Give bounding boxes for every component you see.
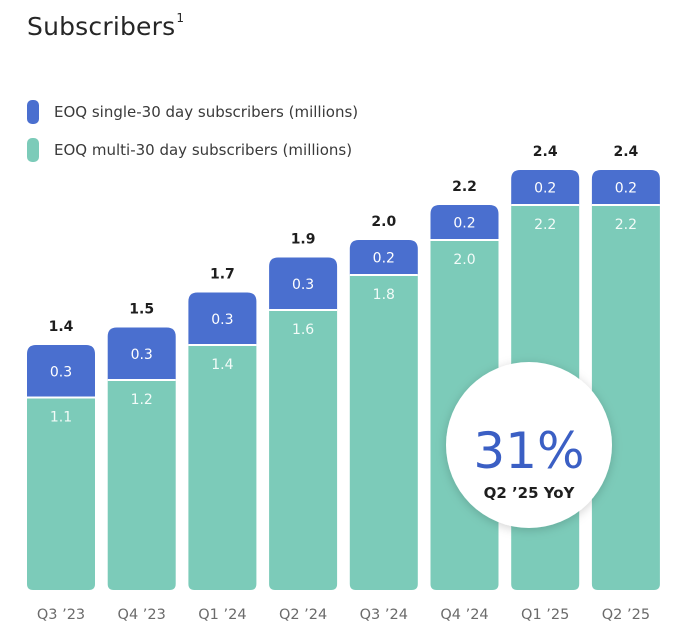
x-tick-label: Q1 ’24 <box>198 607 246 623</box>
bar-label-single: 0.2 <box>453 216 475 232</box>
bar-multi <box>349 275 418 590</box>
bar-label-single: 0.3 <box>211 312 233 328</box>
callout-circle <box>446 362 612 528</box>
bar-label-multi: 1.4 <box>211 357 233 373</box>
callout-caption: Q2 ’25 YoY <box>484 484 576 502</box>
legend-item-single: EOQ single-30 day subscribers (millions) <box>27 93 358 131</box>
bar-label-single: 0.2 <box>373 251 395 267</box>
legend: EOQ single-30 day subscribers (millions)… <box>27 93 358 169</box>
bar-label-multi: 2.2 <box>615 217 637 233</box>
bar-total-label: 2.0 <box>371 214 396 230</box>
bar-total-label: 1.4 <box>49 319 74 335</box>
bar-total-label: 1.7 <box>210 267 235 283</box>
x-tick-label: Q4 ’24 <box>440 607 488 623</box>
bar-label-multi: 1.6 <box>292 322 314 338</box>
bar-label-single: 0.2 <box>615 181 637 197</box>
bars-group: 0.3 1.1 1.4 Q3 ’23 0.3 1.2 1.5 Q4 ’23 0.3 1.4 1.7 Q… <box>27 144 660 623</box>
bar-label-multi: 1.1 <box>50 410 72 426</box>
bar-label-multi: 1.2 <box>131 392 153 408</box>
bar-total-label: 2.4 <box>613 144 638 160</box>
legend-label-multi: EOQ multi-30 day subscribers (millions) <box>54 141 353 159</box>
bar-label-single: 0.2 <box>534 181 556 197</box>
bar-label-multi: 2.2 <box>534 217 556 233</box>
bar-total-label: 1.5 <box>129 302 154 318</box>
bar-multi <box>591 205 660 590</box>
bar-single <box>511 170 580 205</box>
bar-single <box>430 205 499 240</box>
chart-title-text: Subscribers <box>27 12 176 41</box>
legend-item-multi: EOQ multi-30 day subscribers (millions) <box>27 131 358 169</box>
bar-total-label: 2.4 <box>533 144 558 160</box>
bar-single <box>269 257 338 310</box>
bar-label-single: 0.3 <box>131 347 153 363</box>
bar-single <box>188 292 257 345</box>
x-tick-label: Q2 ’25 <box>602 607 650 623</box>
bar-multi <box>107 380 176 590</box>
bar-multi <box>269 310 338 590</box>
x-tick-label: Q4 ’23 <box>118 607 166 623</box>
callout-value: 31% <box>473 422 584 480</box>
bar-single <box>27 345 95 398</box>
chart-title: Subscribers1 <box>27 10 185 41</box>
bar-single <box>349 240 418 275</box>
bar-multi <box>188 345 257 590</box>
x-tick-label: Q3 ’24 <box>360 607 408 623</box>
bar-label-multi: 2.0 <box>453 252 475 268</box>
bar-label-single: 0.3 <box>292 277 314 293</box>
bar-total-label: 2.2 <box>452 179 477 195</box>
bar-label-single: 0.3 <box>50 364 72 380</box>
legend-label-single: EOQ single-30 day subscribers (millions) <box>54 103 359 121</box>
x-tick-label: Q3 ’23 <box>37 607 85 623</box>
bar-total-label: 1.9 <box>291 232 316 248</box>
bar-multi <box>27 397 95 590</box>
yoy-callout: 31% Q2 ’25 YoY <box>446 362 612 528</box>
bar-label-multi: 1.8 <box>373 287 395 303</box>
bar-single <box>591 170 660 205</box>
bar-single <box>107 327 176 380</box>
title-footnote: 1 <box>176 10 185 25</box>
legend-swatch-multi <box>27 138 39 162</box>
x-tick-label: Q1 ’25 <box>521 607 569 623</box>
legend-swatch-single <box>27 100 39 124</box>
x-tick-label: Q2 ’24 <box>279 607 327 623</box>
